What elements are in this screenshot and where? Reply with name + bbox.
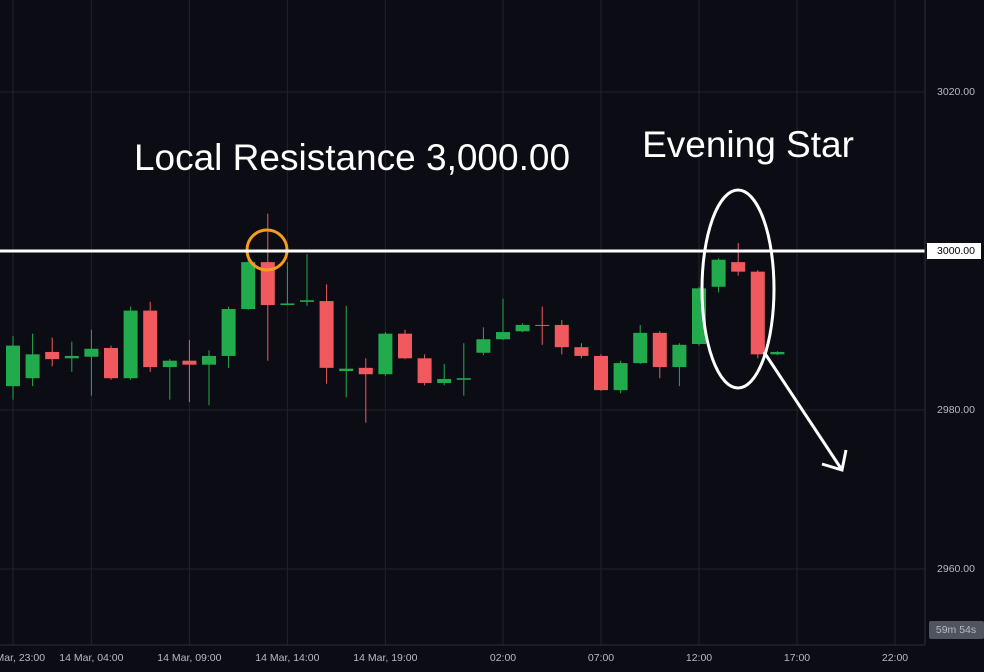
candle-body bbox=[652, 332, 667, 368]
x-tick-label: 13 Mar, 23:00 bbox=[0, 652, 45, 664]
x-tick-label: 12:00 bbox=[686, 652, 712, 664]
candle-body bbox=[260, 262, 275, 306]
candle-body bbox=[456, 378, 471, 380]
candle-body bbox=[45, 351, 60, 360]
countdown: 59m 54s bbox=[936, 624, 976, 636]
candle-body bbox=[594, 355, 608, 391]
candle-body bbox=[182, 360, 197, 365]
candle-body bbox=[515, 324, 530, 332]
candle-body bbox=[162, 360, 177, 368]
pattern-ellipse bbox=[700, 188, 776, 390]
countdown-box bbox=[929, 621, 984, 639]
candle-body bbox=[731, 262, 746, 272]
candle-body bbox=[554, 324, 569, 348]
candle-body bbox=[280, 303, 295, 306]
candle-body bbox=[770, 351, 785, 355]
x-tick-label: 14 Mar, 09:00 bbox=[157, 652, 221, 664]
candle-body bbox=[417, 358, 432, 383]
candle-body bbox=[437, 378, 452, 383]
candle-body bbox=[202, 355, 216, 365]
candle-body bbox=[221, 309, 236, 356]
overlay: Local Resistance 3,000.00 Evening Star bbox=[0, 124, 925, 472]
candle-body bbox=[535, 324, 550, 326]
x-axis-panel bbox=[0, 645, 984, 672]
y-tick-label: 2960.00 bbox=[937, 563, 975, 575]
candle-body bbox=[378, 333, 393, 375]
candle-body bbox=[339, 368, 354, 372]
x-tick-label: 02:00 bbox=[490, 652, 516, 664]
price-label-box bbox=[927, 242, 981, 259]
arrow-head bbox=[821, 449, 848, 472]
arrow-shaft bbox=[762, 351, 844, 471]
y-tick-label: 3020.00 bbox=[937, 86, 975, 98]
candle-body bbox=[358, 367, 373, 375]
x-tick-label: 14 Mar, 04:00 bbox=[59, 652, 123, 664]
candle-body bbox=[711, 259, 726, 287]
candle-body bbox=[398, 333, 412, 359]
candle-body bbox=[25, 354, 40, 379]
x-tick-label: 14 Mar, 14:00 bbox=[255, 652, 319, 664]
candle-body bbox=[123, 310, 138, 379]
candle-body bbox=[84, 348, 99, 357]
annotation: Local Resistance 3,000.00 bbox=[134, 137, 570, 178]
candle-body bbox=[672, 344, 687, 368]
candle-body bbox=[496, 332, 510, 340]
x-tick-label: 07:00 bbox=[588, 652, 614, 664]
candle-body bbox=[300, 300, 314, 302]
y-tick-label: 2980.00 bbox=[937, 404, 975, 416]
y-tick-label: 3000.00 bbox=[937, 245, 975, 257]
x-tick-label: 22:00 bbox=[882, 652, 908, 664]
candle-body bbox=[633, 332, 648, 364]
candle-body bbox=[104, 347, 118, 379]
candle-body bbox=[613, 363, 628, 391]
y-axis-panel bbox=[925, 0, 984, 672]
x-tick-label: 14 Mar, 19:00 bbox=[353, 652, 417, 664]
candle-body bbox=[476, 339, 491, 353]
candle-body bbox=[319, 301, 334, 368]
candles bbox=[6, 213, 785, 423]
x-tick-label: 17:00 bbox=[784, 652, 810, 664]
candle-body bbox=[574, 347, 589, 356]
candle-body bbox=[6, 345, 20, 387]
candle-body bbox=[750, 271, 765, 355]
candle-body bbox=[241, 262, 256, 310]
annotation: Evening Star bbox=[642, 124, 854, 165]
candle-body bbox=[143, 310, 158, 368]
candle-body bbox=[64, 355, 79, 359]
